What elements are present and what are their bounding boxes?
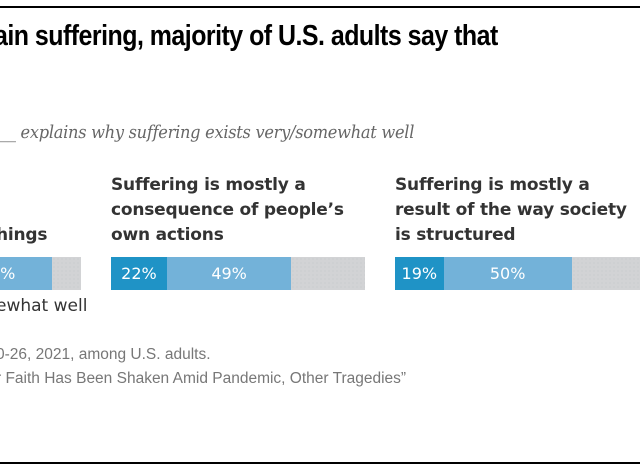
bar-value-label: 22% <box>121 264 157 283</box>
bar-value-label: % <box>0 264 16 283</box>
panel-2-label-line-1: Suffering is mostly a <box>111 175 306 195</box>
panel-2-label: Suffering is mostly a consequence of peo… <box>111 173 344 248</box>
top-rule <box>0 6 640 8</box>
source-note: 0-26, 2021, among U.S. adults. <box>0 346 211 363</box>
panel-1-label: hings <box>0 198 48 248</box>
panel-2-bar: 22% 49% <box>111 257 365 290</box>
bar-value-label: 19% <box>401 264 438 283</box>
report-citation: r Faith Has Been Shaken Amid Pandemic, O… <box>0 370 407 387</box>
panel-3-label-line-2: result of the way society <box>395 200 627 220</box>
panel-3-label: Suffering is mostly a result of the way … <box>395 173 627 248</box>
panel-1-bar: % <box>0 257 81 290</box>
bar-segment-somewhat: 49% <box>166 257 292 290</box>
bar-segment-gray <box>291 257 365 290</box>
bar-value-label: 49% <box>211 264 247 283</box>
panel-3-label-line-3: is structured <box>395 225 516 245</box>
bar-value-label: 50% <box>489 264 526 283</box>
bar-segment-somewhat: % <box>0 257 53 290</box>
panel-3-label-line-1: Suffering is mostly a <box>395 175 590 195</box>
panel-2-label-line-3: own actions <box>111 225 224 245</box>
panel-3-bar: 19% 50% <box>395 257 640 290</box>
bar-segment-somewhat: 50% <box>443 257 572 290</box>
bar-segment-very: 22% <box>111 257 167 290</box>
bottom-rule <box>0 462 640 464</box>
legend-label: ewhat well <box>0 296 88 316</box>
panel-1-label-line: hings <box>0 225 48 245</box>
bar-segment-gray <box>52 257 81 290</box>
chart-title: ain suffering, majority of U.S. adults s… <box>0 20 498 52</box>
bar-segment-gray <box>571 257 640 290</box>
panel-2-label-line-2: consequence of people’s <box>111 200 344 220</box>
bar-segment-very: 19% <box>395 257 444 290</box>
chart-subtitle: __ explains why suffering exists very/so… <box>0 122 415 143</box>
